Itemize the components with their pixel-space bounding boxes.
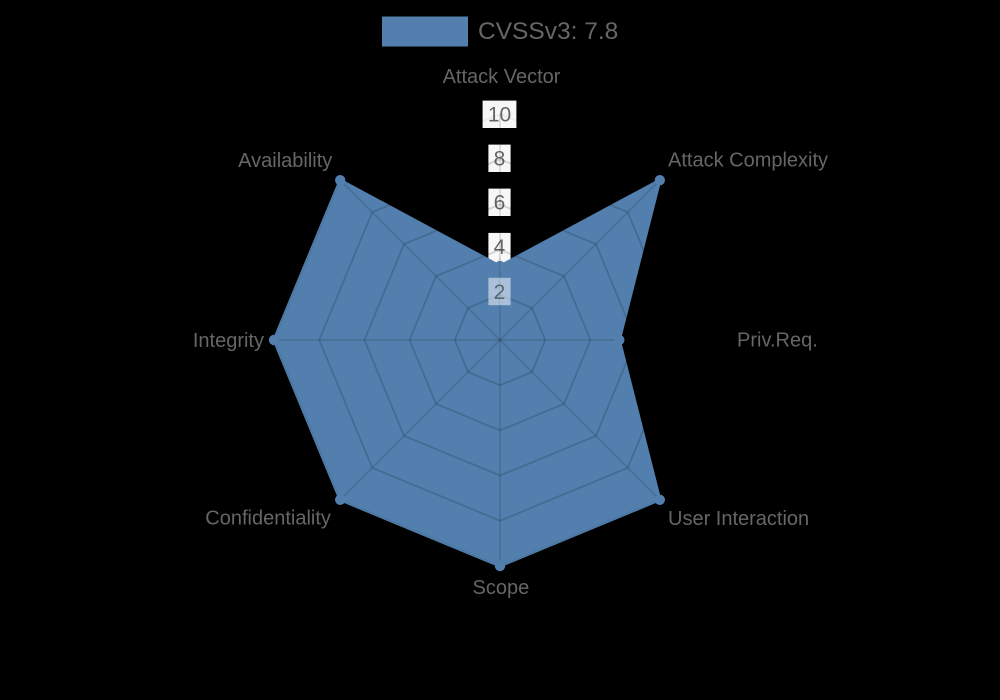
svg-text:Availability: Availability [238,150,332,172]
svg-text:2: 2 [494,281,506,304]
svg-text:User Interaction: User Interaction [668,508,809,530]
svg-text:Attack Vector: Attack Vector [443,66,561,88]
svg-text:8: 8 [494,148,506,171]
svg-text:Attack Complexity: Attack Complexity [668,150,828,172]
svg-text:Scope: Scope [473,577,530,599]
svg-text:Confidentiality: Confidentiality [205,508,331,530]
svg-text:4: 4 [494,236,506,259]
svg-text:Priv.Req.: Priv.Req. [737,330,818,352]
svg-text:Integrity: Integrity [193,330,264,352]
svg-text:10: 10 [488,104,511,127]
svg-text:6: 6 [494,192,506,215]
svg-text:CVSSv3: 7.8: CVSSv3: 7.8 [478,18,618,45]
